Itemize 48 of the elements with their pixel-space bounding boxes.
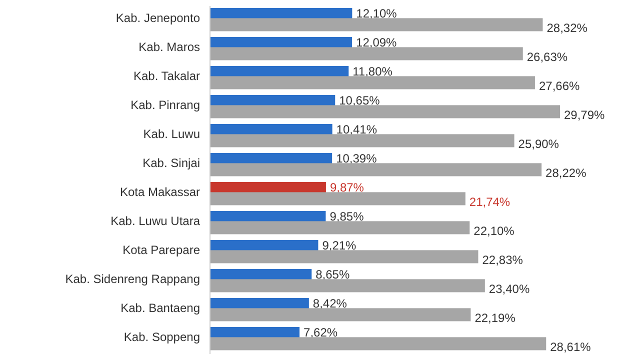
bar	[210, 105, 560, 118]
y-tick-label: Kab. Maros	[138, 40, 200, 54]
y-tick-label: Kab. Luwu	[143, 127, 200, 142]
data-label: 7,62%	[304, 326, 338, 340]
data-label: 28,61%	[550, 340, 592, 354]
data-label: 12,09%	[356, 36, 398, 50]
bar	[210, 163, 542, 176]
data-label: 8,42%	[312, 296, 348, 311]
data-label: 21,74%	[469, 194, 510, 209]
bar	[210, 221, 470, 234]
bar	[210, 192, 466, 206]
data-label: 10,41%	[336, 122, 378, 137]
y-tick-label: Kota Parepare	[122, 243, 200, 258]
bar	[210, 47, 523, 60]
bar	[210, 134, 514, 148]
data-label: 25,90%	[518, 136, 560, 151]
data-label: 29,79%	[564, 108, 606, 122]
data-label: 10,65%	[339, 94, 380, 108]
data-label: 8,65%	[316, 268, 350, 282]
data-label: 10,39%	[336, 152, 378, 166]
bar	[210, 337, 546, 350]
data-label: 27,66%	[538, 78, 580, 93]
y-tick-label: Kab. Takalar	[134, 69, 200, 84]
bar	[210, 250, 478, 264]
data-label: 22,19%	[474, 310, 516, 325]
data-label: 22,10%	[474, 224, 515, 238]
y-tick-label: Kab. Soppeng	[124, 330, 200, 344]
data-label: 28,22%	[546, 166, 587, 180]
y-tick-label: Kab. Bantaeng	[120, 301, 200, 316]
y-tick-label: Kab. Luwu Utara	[110, 214, 200, 228]
y-tick-label: Kab. Jeneponto	[116, 11, 200, 26]
data-label: 11,80%	[352, 64, 393, 79]
bar	[210, 308, 471, 322]
bar	[210, 279, 485, 292]
data-label: 26,63%	[526, 50, 568, 64]
data-label: 22,83%	[482, 252, 524, 267]
data-label: 12,10%	[356, 6, 398, 21]
data-label: 9,85%	[330, 210, 364, 224]
y-tick-label: Kota Makassar	[120, 185, 200, 200]
data-label: 9,21%	[322, 238, 357, 253]
bar	[210, 76, 535, 90]
data-label: 23,40%	[488, 282, 530, 296]
y-tick-label: Kab. Pinrang	[130, 98, 200, 112]
y-tick-label: Kab. Sidenreng Rappang	[65, 272, 200, 286]
data-label: 28,32%	[546, 20, 588, 35]
bar	[210, 18, 543, 32]
y-tick-label: Kab. Sinjai	[142, 156, 200, 170]
data-label: 9,87%	[330, 180, 364, 195]
